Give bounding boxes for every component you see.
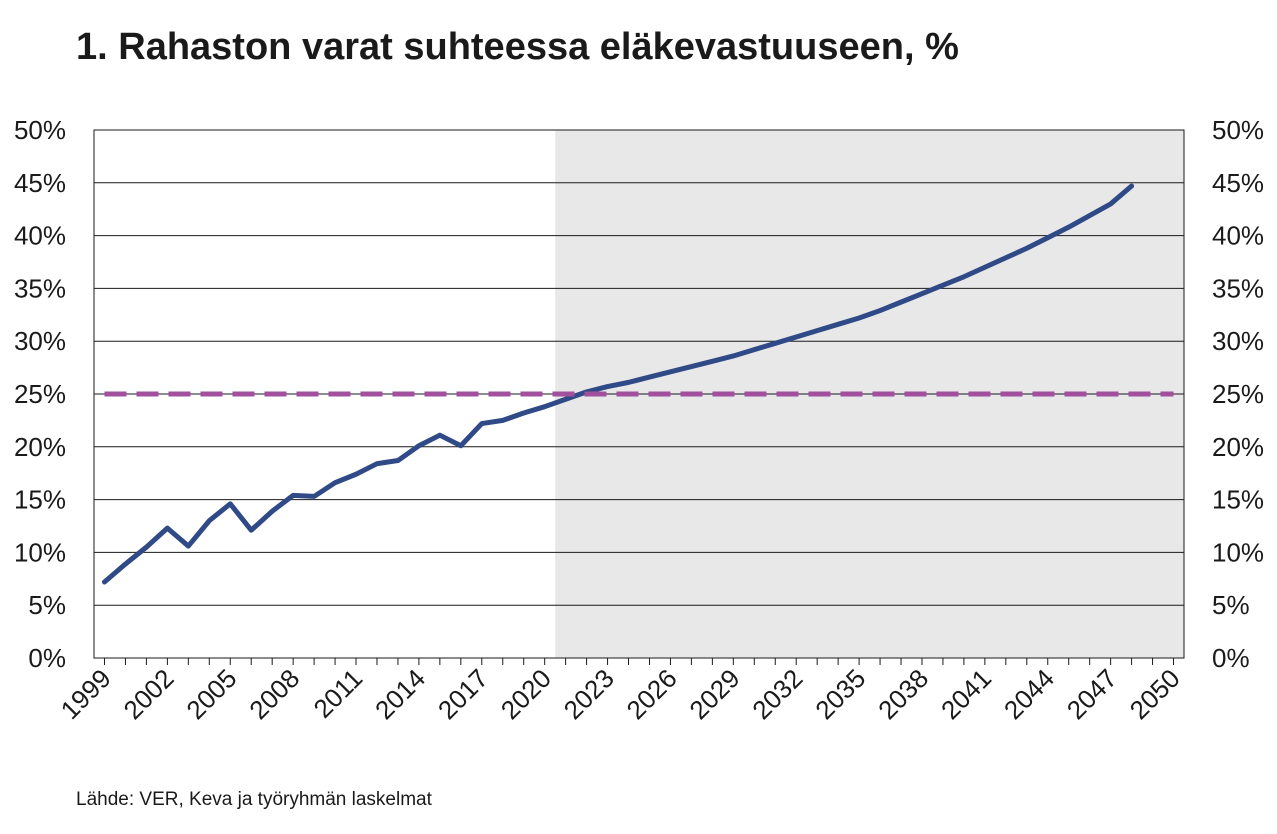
x-tick-label-2038: 2038	[872, 663, 934, 725]
y-tick-label-right: 10%	[1212, 537, 1264, 567]
y-tick-label-right: 40%	[1212, 221, 1264, 251]
y-tick-label-left: 25%	[14, 379, 66, 409]
x-tick-label-2050: 2050	[1124, 663, 1186, 725]
x-tick-label-2044: 2044	[998, 663, 1060, 725]
y-tick-label-left: 35%	[14, 273, 66, 303]
y-tick-label-right: 15%	[1212, 485, 1264, 515]
y-axis-left-labels: 0% 5% 10% 15% 20% 25% 30% 35% 40% 45% 50%	[14, 115, 66, 673]
x-tick-label-2035: 2035	[809, 663, 871, 725]
series-layer	[101, 183, 1174, 585]
x-tick-label-2026: 2026	[621, 663, 683, 725]
x-tick-label-2029: 2029	[683, 663, 745, 725]
y-tick-label-left: 45%	[14, 168, 66, 198]
x-tick-label-2011: 2011	[308, 663, 369, 724]
y-tick-label-left: 20%	[14, 432, 66, 462]
y-tick-label-left: 0%	[28, 643, 66, 673]
x-tick-label-2023: 2023	[558, 663, 620, 725]
series-line-fund-ratio	[101, 183, 1135, 585]
y-tick-label-right: 45%	[1212, 168, 1264, 198]
x-tick-label-2020: 2020	[495, 663, 557, 725]
y-tick-label-right: 25%	[1212, 379, 1264, 409]
x-tick-label-2032: 2032	[746, 663, 808, 725]
x-tick-label-2017: 2017	[432, 663, 494, 725]
y-tick-label-left: 5%	[28, 590, 66, 620]
y-tick-label-right: 5%	[1212, 590, 1250, 620]
y-tick-label-right: 0%	[1212, 643, 1250, 673]
y-tick-label-right: 50%	[1212, 115, 1264, 145]
y-tick-label-left: 40%	[14, 221, 66, 251]
y-tick-label-left: 30%	[14, 326, 66, 356]
y-tick-label-right: 35%	[1212, 273, 1264, 303]
x-tick-label-2014: 2014	[369, 663, 431, 725]
x-axis-ticks	[103, 658, 1175, 665]
y-tick-label-right: 30%	[1212, 326, 1264, 356]
x-tick-label-2047: 2047	[1061, 663, 1123, 725]
x-axis-labels: 1999 2002 2005 2008 2011 2014 2017 2020 2023 2026…	[55, 663, 1186, 725]
plot-border	[93, 129, 1185, 659]
chart-title: 1. Rahaston varat suhteessa eläkevastuus…	[76, 26, 959, 68]
y-tick-label-left: 10%	[14, 537, 66, 567]
y-axis-right-labels: 0% 5% 10% 15% 20% 25% 30% 35% 40% 45% 50%	[1212, 115, 1264, 673]
source-note: Lähde: VER, Keva ja työryhmän laskelmat	[76, 789, 432, 810]
plot-frame	[93, 129, 1185, 659]
y-tick-label-left: 15%	[14, 485, 66, 515]
y-tick-label-right: 20%	[1212, 432, 1264, 462]
y-tick-label-left: 50%	[14, 115, 66, 145]
x-tick-label-2005: 2005	[180, 663, 242, 725]
x-tick-label-2041: 2041	[935, 663, 997, 725]
x-tick-label-2002: 2002	[117, 663, 179, 725]
x-tick-label-2008: 2008	[243, 663, 305, 725]
